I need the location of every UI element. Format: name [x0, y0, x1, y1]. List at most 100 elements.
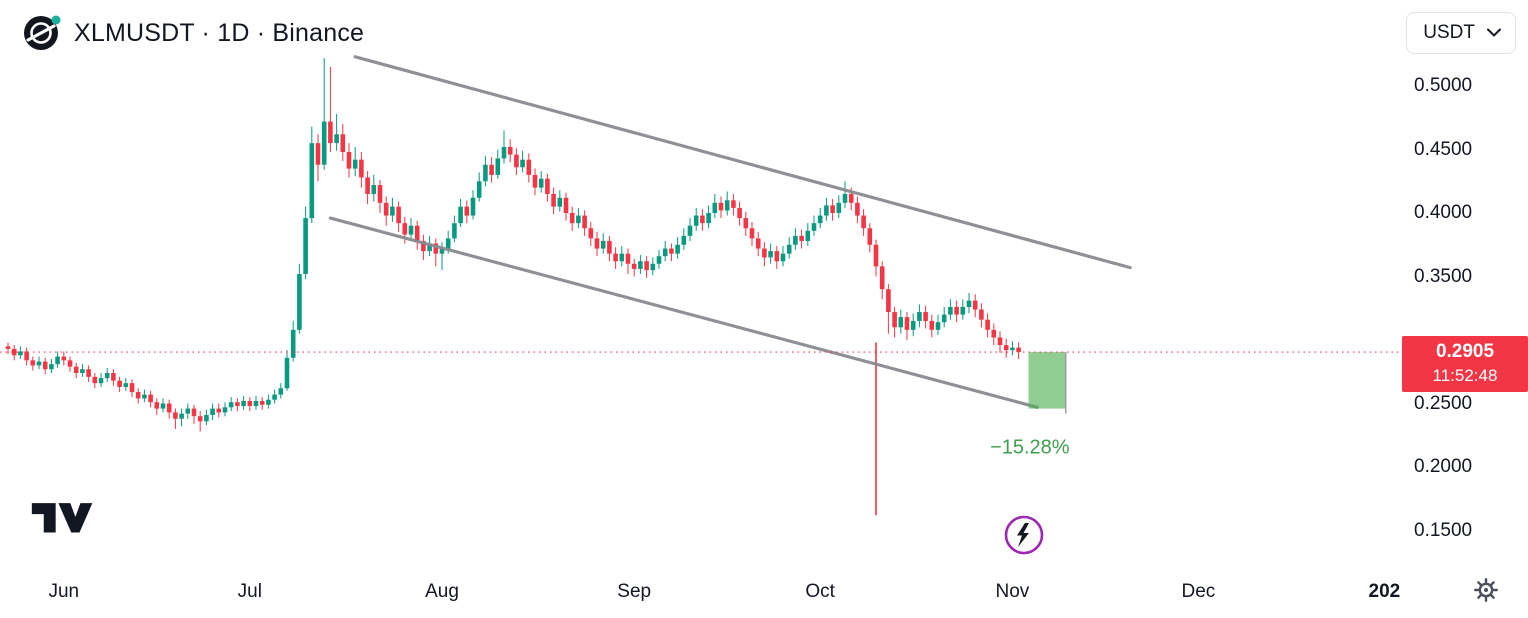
- candle-body: [538, 178, 544, 188]
- candle-body: [675, 244, 680, 254]
- candle-body: [904, 317, 910, 330]
- tradingview-logo[interactable]: [30, 494, 96, 543]
- candle-body: [892, 312, 897, 328]
- candle-body: [55, 356, 60, 365]
- candle-body: [972, 300, 978, 310]
- month-tick-label: Jun: [48, 581, 80, 602]
- candle-body: [960, 306, 966, 315]
- candle-body: [321, 121, 327, 165]
- candle-body: [774, 251, 780, 262]
- candle-body: [179, 413, 184, 419]
- candle-body: [18, 351, 23, 356]
- candle-body: [830, 205, 835, 213]
- candle-body: [631, 263, 637, 269]
- candle-body: [483, 164, 488, 182]
- candle-body: [253, 400, 259, 407]
- price-tick-label: 0.5000: [1414, 75, 1473, 96]
- candle-body: [731, 200, 736, 208]
- candle-body: [49, 364, 54, 370]
- candle-body: [848, 193, 854, 203]
- candle-body: [11, 348, 17, 356]
- symbol-header[interactable]: XLMUSDT · 1D · Binance: [22, 13, 364, 53]
- candle-body: [613, 253, 618, 262]
- candle-body: [861, 215, 866, 229]
- candle-body: [997, 337, 1003, 346]
- candle-body: [383, 202, 389, 216]
- candle-body: [328, 121, 333, 144]
- candle-body: [191, 408, 197, 417]
- candlestick-chart[interactable]: −15.28%: [0, 0, 1400, 618]
- projection-box[interactable]: [1028, 352, 1066, 409]
- channel-upper-trendline[interactable]: [353, 55, 1132, 270]
- candle-body: [551, 193, 556, 207]
- candle-body: [278, 388, 284, 395]
- candle-body: [402, 223, 408, 235]
- candle-body: [42, 361, 48, 370]
- candle-body: [873, 244, 879, 267]
- candle-body: [532, 174, 538, 188]
- candle-body: [173, 412, 178, 419]
- candle-body: [148, 394, 153, 403]
- candle-body: [749, 228, 755, 239]
- candle-body: [644, 261, 649, 271]
- candle-body: [297, 273, 302, 330]
- candle-body: [371, 185, 377, 194]
- candle-body: [284, 357, 290, 389]
- candle-body: [805, 230, 811, 241]
- candle-body: [811, 223, 817, 231]
- gear-icon[interactable]: [1472, 576, 1500, 609]
- candle-body: [700, 215, 705, 224]
- candle-body: [607, 240, 612, 254]
- candle-body: [718, 202, 724, 211]
- time-axis[interactable]: Jun Jul Aug Sep Oct Nov Dec 202: [0, 574, 1400, 614]
- candle-body: [842, 193, 848, 203]
- candle-body: [929, 320, 935, 330]
- candle-body: [793, 235, 798, 245]
- candle-body: [309, 143, 315, 219]
- month-tick-label: Dec: [1181, 581, 1216, 602]
- candle-body: [935, 322, 941, 330]
- lightning-icon[interactable]: [1003, 514, 1045, 561]
- candle-body: [303, 218, 308, 274]
- price-tick-label: 0.2000: [1414, 456, 1473, 477]
- candle-body: [185, 408, 191, 414]
- candle-body: [414, 225, 420, 241]
- candle-body: [879, 266, 885, 290]
- candle-body: [247, 400, 253, 407]
- candle-body: [204, 414, 209, 422]
- candle-body: [408, 225, 414, 235]
- year-tick-label: 202: [1368, 581, 1400, 602]
- candle-body: [228, 402, 234, 408]
- candle-body: [458, 206, 463, 224]
- candle-body: [160, 403, 166, 409]
- bar-countdown: 11:52:48: [1432, 366, 1498, 386]
- candle-body: [768, 251, 773, 258]
- candle-body: [979, 309, 984, 320]
- candle-body: [495, 158, 501, 175]
- candle-body: [290, 329, 296, 358]
- candle-body: [545, 178, 550, 194]
- candle-body: [954, 306, 959, 315]
- candle-body: [693, 215, 699, 226]
- candle-body: [197, 416, 203, 422]
- candle-body: [61, 356, 67, 361]
- candle-body: [359, 159, 364, 178]
- channel-lower-trendline[interactable]: [328, 216, 1039, 409]
- candle-body: [755, 238, 761, 249]
- candle-body: [315, 143, 321, 165]
- candle-body: [582, 215, 587, 229]
- symbol-title[interactable]: XLMUSDT · 1D · Binance: [74, 18, 365, 47]
- candle-body: [588, 228, 594, 239]
- candle-body: [650, 263, 656, 271]
- candle-body: [352, 159, 358, 169]
- price-axis[interactable]: 0.2905 11:52:48 0.5000 0.4500 0.4000 0.3500…: [1400, 0, 1528, 618]
- candle-body: [941, 314, 947, 323]
- candle-body: [966, 300, 972, 307]
- currency-selector[interactable]: USDT: [1406, 12, 1516, 54]
- candle-body: [117, 380, 122, 387]
- candle-body: [706, 213, 711, 224]
- candle-body: [445, 238, 451, 249]
- candle-body: [365, 177, 370, 194]
- candle-body: [346, 152, 352, 169]
